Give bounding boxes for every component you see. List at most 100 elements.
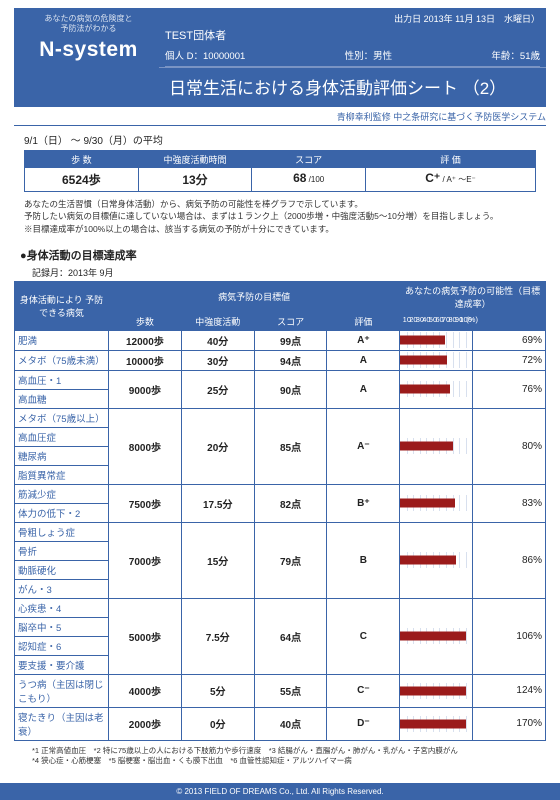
disease-cell: 高血糖 bbox=[15, 389, 109, 408]
sex: 性別：男性 bbox=[345, 48, 393, 62]
score-cell: 64点 bbox=[254, 598, 327, 674]
grade-cell: C bbox=[327, 598, 400, 674]
achievement-bar bbox=[400, 442, 452, 451]
steps-cell: 9000歩 bbox=[109, 370, 182, 408]
score-cell: 40点 bbox=[254, 707, 327, 740]
table-row: 骨粗しょう症7000歩15分79点B86% bbox=[15, 522, 546, 541]
table-row: メタボ（75歳以上）8000歩20分85点A⁻80% bbox=[15, 408, 546, 427]
pct-cell: 76% bbox=[473, 370, 546, 408]
bar-cell bbox=[400, 707, 473, 740]
pct-cell: 86% bbox=[473, 522, 546, 598]
table-row: 肥満12000歩40分99点A⁺69% bbox=[15, 330, 546, 350]
disease-cell: 脂質異常症 bbox=[15, 465, 109, 484]
disease-cell: 脳卒中・5 bbox=[15, 617, 109, 636]
age: 年齢：51歳 bbox=[491, 48, 540, 62]
disease-cell: うつ病（主因は閉じこもり） bbox=[15, 674, 109, 707]
summary-value: 13分 bbox=[139, 168, 252, 191]
min-cell: 25分 bbox=[181, 370, 254, 408]
table-row: 高血圧・19000歩25分90点A76% bbox=[15, 370, 546, 389]
score-cell: 85点 bbox=[254, 408, 327, 484]
steps-cell: 2000歩 bbox=[109, 707, 182, 740]
achievement-bar bbox=[400, 336, 445, 345]
copyright: © 2013 FIELD OF DREAMS Co., Ltd. All Rig… bbox=[0, 783, 560, 800]
grade-cell: A⁺ bbox=[327, 330, 400, 350]
achievement-bar bbox=[400, 356, 447, 365]
disease-cell: 要支援・要介護 bbox=[15, 655, 109, 674]
pct-cell: 83% bbox=[473, 484, 546, 522]
steps-cell: 8000歩 bbox=[109, 408, 182, 484]
min-cell: 15分 bbox=[181, 522, 254, 598]
min-cell: 0分 bbox=[181, 707, 254, 740]
th-target-group: 病気予防の目標値 bbox=[109, 281, 400, 312]
grade-cell: C⁻ bbox=[327, 674, 400, 707]
achievement-bar bbox=[400, 719, 465, 728]
personal-id: 個人 D：10000001 bbox=[165, 48, 245, 62]
bar-cell bbox=[400, 408, 473, 484]
th-possibility: あなたの病気予防の可能性（目標達成率） bbox=[400, 281, 546, 312]
achievement-bar bbox=[400, 556, 456, 565]
steps-cell: 5000歩 bbox=[109, 598, 182, 674]
disease-cell: メタボ（75歳以上） bbox=[15, 408, 109, 427]
summary-value: C⁺ / A⁺ ～E⁻ bbox=[366, 168, 535, 188]
disease-cell: 心疾患・4 bbox=[15, 598, 109, 617]
pct-cell: 124% bbox=[473, 674, 546, 707]
disease-cell: 高血圧症 bbox=[15, 427, 109, 446]
section-heading: ●身体活動の目標達成率 bbox=[20, 247, 546, 263]
th-grade: 評価 bbox=[327, 312, 400, 330]
steps-cell: 7500歩 bbox=[109, 484, 182, 522]
th-ticks: 102030405060708090100(%) bbox=[400, 312, 473, 330]
score-cell: 79点 bbox=[254, 522, 327, 598]
pct-cell: 69% bbox=[473, 330, 546, 350]
score-cell: 55点 bbox=[254, 674, 327, 707]
steps-cell: 4000歩 bbox=[109, 674, 182, 707]
disease-cell: メタボ（75歳未満） bbox=[15, 350, 109, 370]
table-row: メタボ（75歳未満）10000歩30分94点A72% bbox=[15, 350, 546, 370]
header: あなたの病気の危険度と 予防法がわかる N-system 出力日 2013年 1… bbox=[14, 8, 546, 106]
table-row: 心疾患・45000歩7.5分64点C106% bbox=[15, 598, 546, 617]
logo: N-system bbox=[18, 38, 159, 62]
min-cell: 40分 bbox=[181, 330, 254, 350]
disease-cell: 骨折 bbox=[15, 541, 109, 560]
grade-cell: A bbox=[327, 350, 400, 370]
score-cell: 94点 bbox=[254, 350, 327, 370]
achievement-bar bbox=[400, 686, 465, 695]
summary-head: 中強度活動時間 bbox=[139, 151, 252, 168]
tagline: あなたの病気の危険度と 予防法がわかる bbox=[18, 14, 159, 35]
summary-value: 68 /100 bbox=[252, 168, 365, 188]
min-cell: 17.5分 bbox=[181, 484, 254, 522]
th-disease: 身体活動により 予防できる病気 bbox=[15, 281, 109, 330]
org-name: TEST団体者 bbox=[165, 25, 540, 44]
score-cell: 90点 bbox=[254, 370, 327, 408]
steps-cell: 7000歩 bbox=[109, 522, 182, 598]
disease-cell: 寝たきり（主因は老衰） bbox=[15, 707, 109, 740]
disease-cell: 体力の低下・2 bbox=[15, 503, 109, 522]
min-cell: 5分 bbox=[181, 674, 254, 707]
output-date: 出力日 2013年 11月 13日 水曜日） bbox=[165, 12, 540, 25]
th-min: 中強度活動 bbox=[181, 312, 254, 330]
page-title: 日常生活における身体活動評価シート （2） bbox=[159, 67, 546, 104]
th-score: スコア bbox=[254, 312, 327, 330]
achievement-bar bbox=[400, 499, 454, 508]
summary-head: 歩 数 bbox=[25, 151, 138, 168]
summary-value: 6524歩 bbox=[25, 168, 138, 191]
grade-cell: A bbox=[327, 370, 400, 408]
min-cell: 30分 bbox=[181, 350, 254, 370]
disease-cell: がん・3 bbox=[15, 579, 109, 598]
pct-cell: 106% bbox=[473, 598, 546, 674]
disease-cell: 肥満 bbox=[15, 330, 109, 350]
summary-head: スコア bbox=[252, 151, 365, 168]
disease-cell: 筋減少症 bbox=[15, 484, 109, 503]
bar-cell bbox=[400, 522, 473, 598]
min-cell: 7.5分 bbox=[181, 598, 254, 674]
score-cell: 99点 bbox=[254, 330, 327, 350]
disease-cell: 動脈硬化 bbox=[15, 560, 109, 579]
logo-block: あなたの病気の危険度と 予防法がわかる N-system bbox=[14, 10, 159, 104]
personal-info: 個人 D：10000001 性別：男性 年齢：51歳 bbox=[165, 44, 540, 67]
summary-table: 歩 数 6524歩中強度活動時間 13分スコア 68 /100評 価 C⁺ / … bbox=[24, 150, 536, 192]
grade-cell: D⁻ bbox=[327, 707, 400, 740]
table-row: 筋減少症7500歩17.5分82点B⁺83% bbox=[15, 484, 546, 503]
bar-cell bbox=[400, 330, 473, 350]
th-steps: 歩数 bbox=[109, 312, 182, 330]
period-label: 9/1（日） ～ 9/30（月）の平均 bbox=[24, 132, 546, 147]
achievement-table: 身体活動により 予防できる病気 病気予防の目標値 あなたの病気予防の可能性（目標… bbox=[14, 281, 546, 741]
